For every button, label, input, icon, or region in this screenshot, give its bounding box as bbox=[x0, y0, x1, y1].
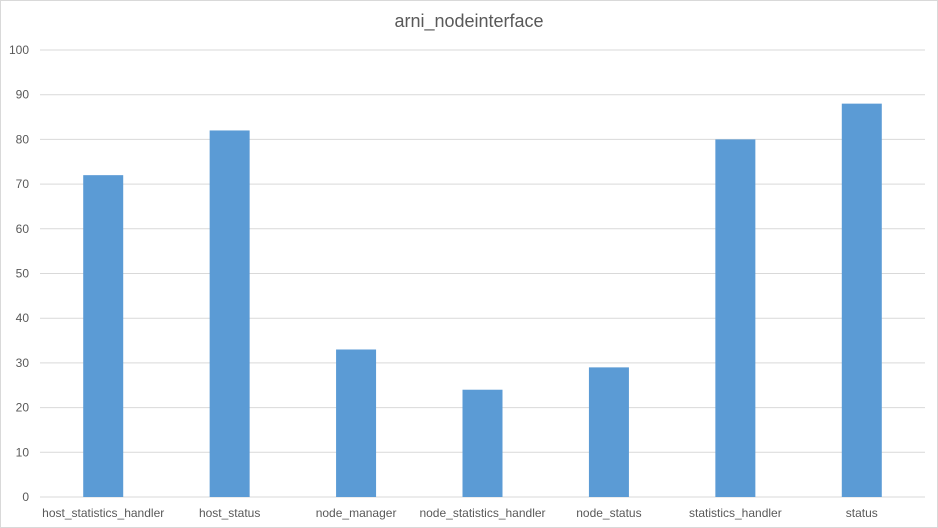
y-tick-label: 0 bbox=[22, 490, 29, 504]
bar bbox=[841, 103, 882, 497]
bar bbox=[588, 367, 629, 497]
y-tick-label: 20 bbox=[16, 401, 30, 415]
chart-title: arni_nodeinterface bbox=[394, 11, 544, 31]
y-tick-label: 70 bbox=[16, 177, 30, 191]
y-tick-label: 60 bbox=[16, 222, 30, 236]
bar bbox=[209, 130, 250, 497]
bar bbox=[715, 139, 756, 497]
bar bbox=[83, 175, 124, 497]
bar bbox=[336, 349, 377, 497]
x-tick-label: node_status bbox=[576, 506, 641, 520]
x-tick-label: host_status bbox=[199, 506, 260, 520]
y-tick-label: 50 bbox=[16, 267, 30, 281]
x-tick-label: host_statistics_handler bbox=[42, 506, 164, 520]
x-tick-label: node_manager bbox=[316, 506, 397, 520]
y-tick-label: 10 bbox=[16, 445, 30, 459]
y-tick-label: 100 bbox=[9, 43, 29, 57]
y-tick-label: 80 bbox=[16, 132, 30, 146]
y-tick-label: 90 bbox=[16, 88, 30, 102]
x-tick-label: node_statistics_handler bbox=[419, 506, 545, 520]
bar bbox=[462, 389, 503, 497]
x-tick-label: statistics_handler bbox=[689, 506, 782, 520]
x-tick-label: status bbox=[846, 506, 878, 520]
y-tick-label: 30 bbox=[16, 356, 30, 370]
y-tick-label: 40 bbox=[16, 311, 30, 325]
